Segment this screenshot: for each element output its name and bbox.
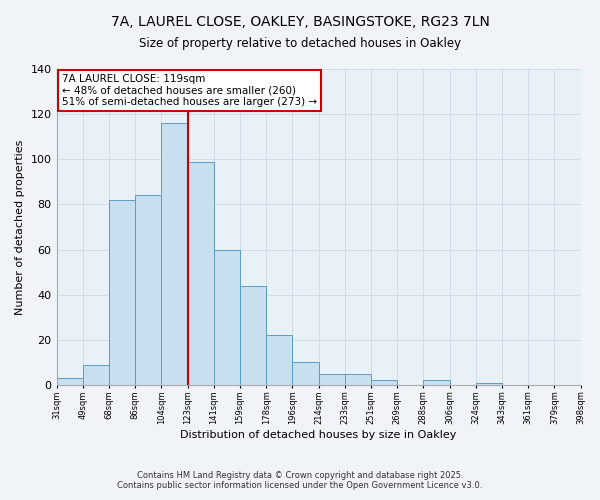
Bar xyxy=(214,250,240,385)
Bar xyxy=(161,123,188,385)
Bar xyxy=(319,374,345,385)
X-axis label: Distribution of detached houses by size in Oakley: Distribution of detached houses by size … xyxy=(181,430,457,440)
Bar xyxy=(83,364,109,385)
Y-axis label: Number of detached properties: Number of detached properties xyxy=(15,140,25,314)
Text: 7A, LAUREL CLOSE, OAKLEY, BASINGSTOKE, RG23 7LN: 7A, LAUREL CLOSE, OAKLEY, BASINGSTOKE, R… xyxy=(110,15,490,29)
Bar xyxy=(345,374,371,385)
Bar xyxy=(266,336,292,385)
Bar xyxy=(109,200,135,385)
Bar xyxy=(371,380,397,385)
Text: 7A LAUREL CLOSE: 119sqm
← 48% of detached houses are smaller (260)
51% of semi-d: 7A LAUREL CLOSE: 119sqm ← 48% of detache… xyxy=(62,74,317,107)
Bar xyxy=(240,286,266,385)
Bar xyxy=(292,362,319,385)
Bar xyxy=(188,162,214,385)
Bar xyxy=(135,196,161,385)
Bar xyxy=(56,378,83,385)
Bar xyxy=(476,383,502,385)
Bar xyxy=(424,380,449,385)
Text: Contains HM Land Registry data © Crown copyright and database right 2025.
Contai: Contains HM Land Registry data © Crown c… xyxy=(118,470,482,490)
Text: Size of property relative to detached houses in Oakley: Size of property relative to detached ho… xyxy=(139,38,461,51)
